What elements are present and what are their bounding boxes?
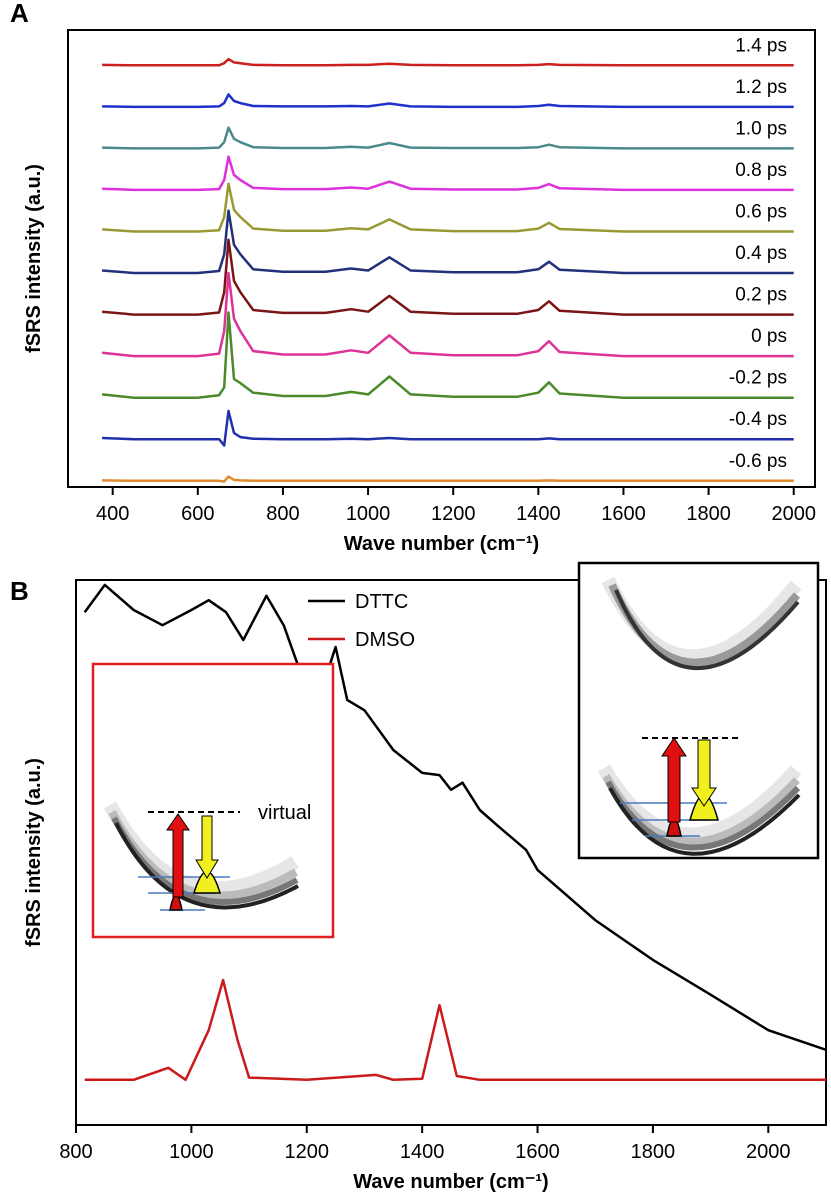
- series-line: [102, 182, 794, 233]
- x-tick-label: 1000: [346, 503, 391, 525]
- y-axis-label: fSRS intensity (a.u.): [23, 758, 45, 947]
- x-axis-label: Wave number (cm⁻¹): [344, 533, 539, 555]
- series-line: [102, 57, 794, 67]
- series-label: -0.6 ps: [729, 451, 787, 472]
- series-label: 0.6 ps: [735, 201, 787, 222]
- series-line: [84, 978, 826, 1082]
- x-tick-label: 1000: [169, 1141, 214, 1163]
- series-label: 1.0 ps: [735, 118, 787, 139]
- plot-frame: [67, 29, 816, 488]
- x-tick-label: 1400: [516, 503, 561, 525]
- legend-label: DTTC: [355, 591, 408, 613]
- x-axis-label: Wave number (cm⁻¹): [353, 1171, 548, 1193]
- series-line: [101, 238, 794, 316]
- series-label: 0 ps: [751, 326, 787, 347]
- legend-label: DMSO: [355, 629, 415, 651]
- x-tick-label: 1200: [285, 1141, 330, 1163]
- inset-right: [577, 561, 820, 860]
- x-tick-label: 400: [96, 503, 129, 525]
- series-line: [101, 271, 794, 358]
- series-line: [102, 93, 794, 109]
- x-tick-label: 1800: [686, 503, 731, 525]
- x-tick-label: 1600: [515, 1141, 560, 1163]
- x-tick-label: 1400: [400, 1141, 445, 1163]
- series-line: [102, 155, 794, 192]
- x-tick-label: 800: [266, 503, 299, 525]
- inset-left: virtual: [91, 662, 335, 939]
- y-axis-label: fSRS intensity (a.u.): [23, 164, 45, 353]
- plot-frame: [75, 579, 827, 1126]
- series-line: [102, 209, 794, 275]
- series-label: -0.4 ps: [729, 409, 787, 430]
- inset-label: virtual: [258, 802, 311, 824]
- series-line: [83, 583, 827, 1051]
- x-tick-label: 2000: [746, 1141, 791, 1163]
- series-label: 0.4 ps: [735, 243, 787, 264]
- x-tick-label: 1600: [601, 503, 646, 525]
- x-tick-label: 1200: [431, 503, 476, 525]
- series-label: 0.2 ps: [735, 285, 787, 306]
- series-line: [101, 311, 794, 399]
- series-label: -0.2 ps: [729, 368, 787, 389]
- panel-label: A: [10, 0, 29, 28]
- series-label: 1.2 ps: [735, 77, 787, 98]
- panel-label: B: [10, 576, 29, 606]
- x-tick-label: 2000: [771, 503, 816, 525]
- series-line: [102, 409, 794, 447]
- x-tick-label: 800: [59, 1141, 92, 1163]
- series-label: 0.8 ps: [735, 160, 787, 181]
- series-line: [102, 126, 794, 150]
- series-label: 1.4 ps: [735, 35, 787, 56]
- series-line: [102, 475, 794, 483]
- x-tick-label: 1800: [631, 1141, 676, 1163]
- x-tick-label: 600: [181, 503, 214, 525]
